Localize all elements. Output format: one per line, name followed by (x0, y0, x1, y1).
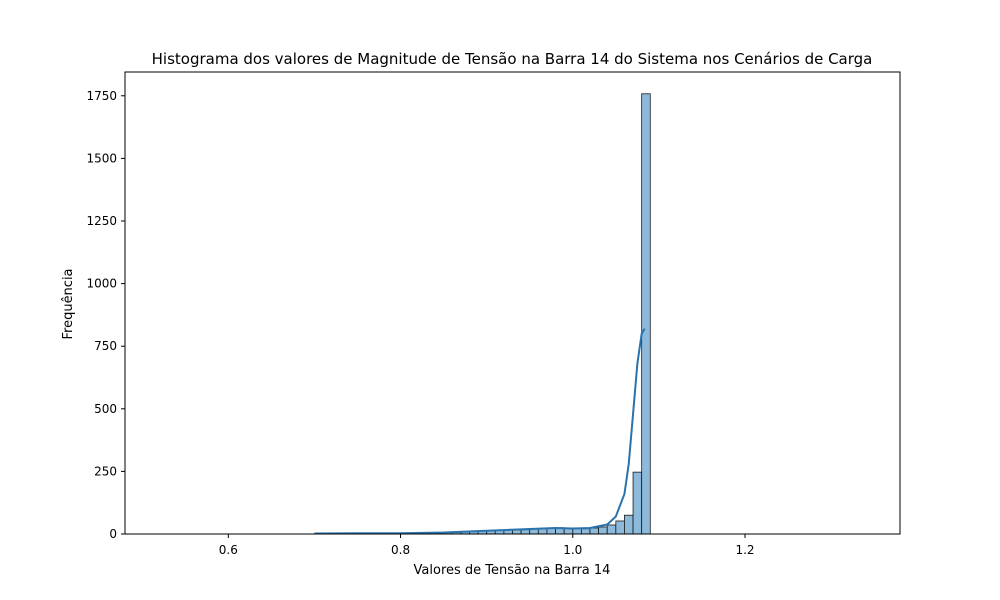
histogram-bar (598, 526, 608, 535)
plot-frame (124, 71, 901, 535)
histogram-bar (606, 524, 617, 535)
x-axis-ticks: 0.6 0.8 1.0 1.2 (219, 534, 755, 557)
histogram-bar (589, 527, 600, 535)
histogram-bar (615, 520, 625, 535)
histogram-bars (314, 93, 651, 535)
kde-curve (314, 328, 646, 535)
chart-title: Histograma dos valores de Magnitude de T… (152, 50, 873, 68)
y-tick-label: 1500 (86, 151, 117, 165)
y-tick-label: 1250 (86, 214, 117, 228)
y-tick-label: 1000 (86, 277, 117, 291)
y-tick-label: 750 (94, 339, 117, 353)
x-tick-label: 0.8 (391, 543, 410, 557)
x-tick-label: 1.2 (735, 543, 754, 557)
x-tick-label: 1.0 (563, 543, 582, 557)
y-tick-label: 500 (94, 402, 117, 416)
y-tick-label: 0 (109, 527, 117, 541)
x-axis-label: Valores de Tensão na Barra 14 (414, 563, 611, 578)
histogram-bar (641, 93, 651, 535)
y-tick-label: 250 (94, 464, 117, 478)
y-tick-label: 1750 (86, 89, 117, 103)
x-tick-label: 0.6 (219, 543, 238, 557)
histogram-bar (632, 471, 643, 535)
histogram-bar (520, 529, 531, 535)
histogram-bar (580, 528, 591, 535)
y-axis-ticks: 0 250 500 750 1000 1250 1500 1750 (86, 89, 125, 541)
y-axis-label: Frequência (61, 268, 76, 339)
histogram-bar (624, 514, 634, 535)
